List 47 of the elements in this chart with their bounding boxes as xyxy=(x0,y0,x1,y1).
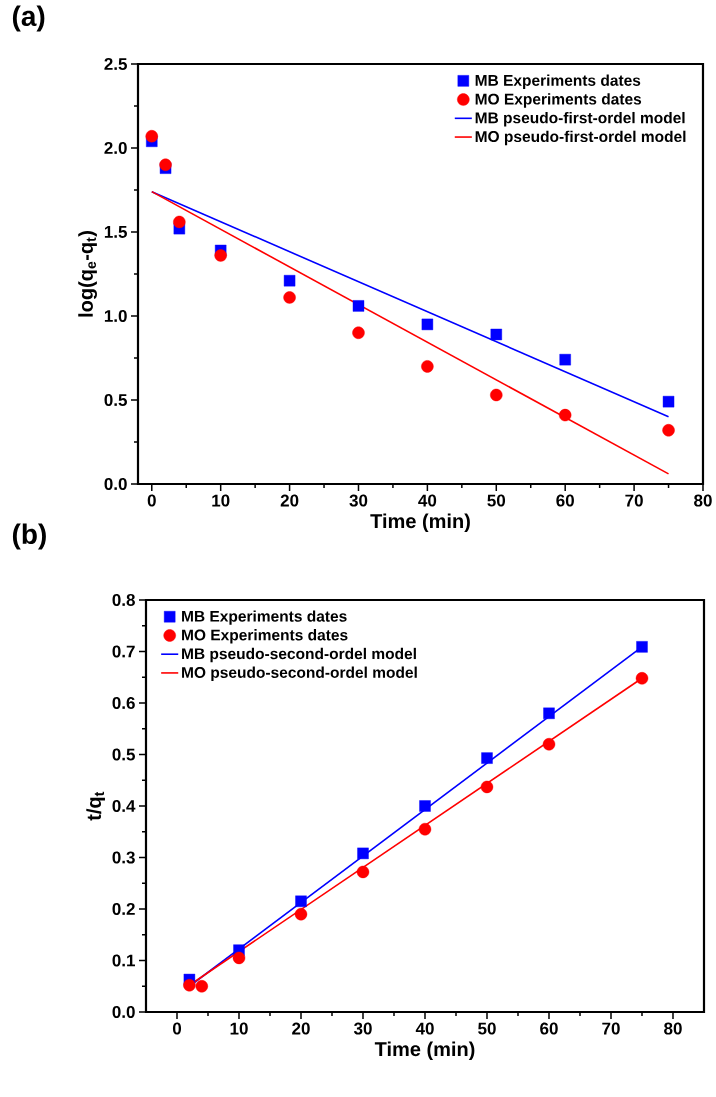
legend-label: MO pseudo-first-ordel model xyxy=(475,130,686,146)
x-tick-label: 80 xyxy=(664,1022,682,1035)
y-tick-label: 1.0 xyxy=(104,309,127,323)
x-tick-label: 30 xyxy=(349,494,368,507)
y-tick-label: 0.5 xyxy=(104,393,127,407)
x-tick-label: 60 xyxy=(556,494,574,507)
y-tick-label: 0.0 xyxy=(104,477,127,491)
x-tick-label: 40 xyxy=(415,1022,434,1035)
y-tick-label: 0.8 xyxy=(112,593,135,607)
y-tick-label: 0.1 xyxy=(112,954,135,967)
y-axis-title: t/q$_{t}$ xyxy=(86,791,105,821)
x-tick-label: 80 xyxy=(694,494,712,507)
x-tick-label: 60 xyxy=(540,1022,558,1035)
y-tick-label: 0.4 xyxy=(112,799,136,813)
y-tick-label: 0.6 xyxy=(112,696,135,710)
x-tick-label: 10 xyxy=(212,494,230,507)
x-tick-label: 30 xyxy=(353,1022,372,1035)
y-tick-label: 0.2 xyxy=(112,902,135,916)
y-tick-label: 1.5 xyxy=(104,226,127,238)
legend-label: MO Experiments dates xyxy=(475,93,642,108)
y-tick-label: 0.0 xyxy=(112,1005,135,1019)
legend-label: MB pseudo-second-ordel model xyxy=(182,647,416,663)
text: (a) xyxy=(12,5,45,32)
text: (b) xyxy=(12,523,46,550)
x-axis-title: Time (min) xyxy=(374,1041,475,1061)
y-tick-label: 0.7 xyxy=(112,645,135,658)
y-tick-label: 2.5 xyxy=(104,57,127,71)
x-tick-label: 70 xyxy=(625,494,643,507)
legend-label: MO Experiments dates xyxy=(182,629,348,644)
x-tick-label: 50 xyxy=(478,1022,496,1035)
x-tick-label: 40 xyxy=(418,494,437,507)
x-tick-label: 70 xyxy=(602,1022,620,1035)
x-tick-label: 0 xyxy=(147,494,156,507)
legend-label: MB Experiments dates xyxy=(475,74,641,89)
y-tick-label: 0.3 xyxy=(112,851,135,864)
legend-label: MB Experiments dates xyxy=(182,610,347,625)
legend-label: MO pseudo-second-ordel model xyxy=(182,666,417,682)
x-tick-label: 10 xyxy=(230,1022,248,1035)
x-tick-label: 20 xyxy=(280,494,299,507)
y-axis-title: log(q$_{e}$-q$_{t}$) xyxy=(78,231,97,317)
x-tick-label: 20 xyxy=(292,1022,310,1035)
legend-label: MB pseudo-first-ordel model xyxy=(475,111,685,127)
x-tick-label: 50 xyxy=(487,494,506,507)
y-tick-label: 2.0 xyxy=(104,141,127,155)
y-tick-label: 0.5 xyxy=(112,748,135,761)
x-axis-title: Time (min) xyxy=(370,513,470,533)
x-tick-label: 0 xyxy=(172,1022,182,1035)
